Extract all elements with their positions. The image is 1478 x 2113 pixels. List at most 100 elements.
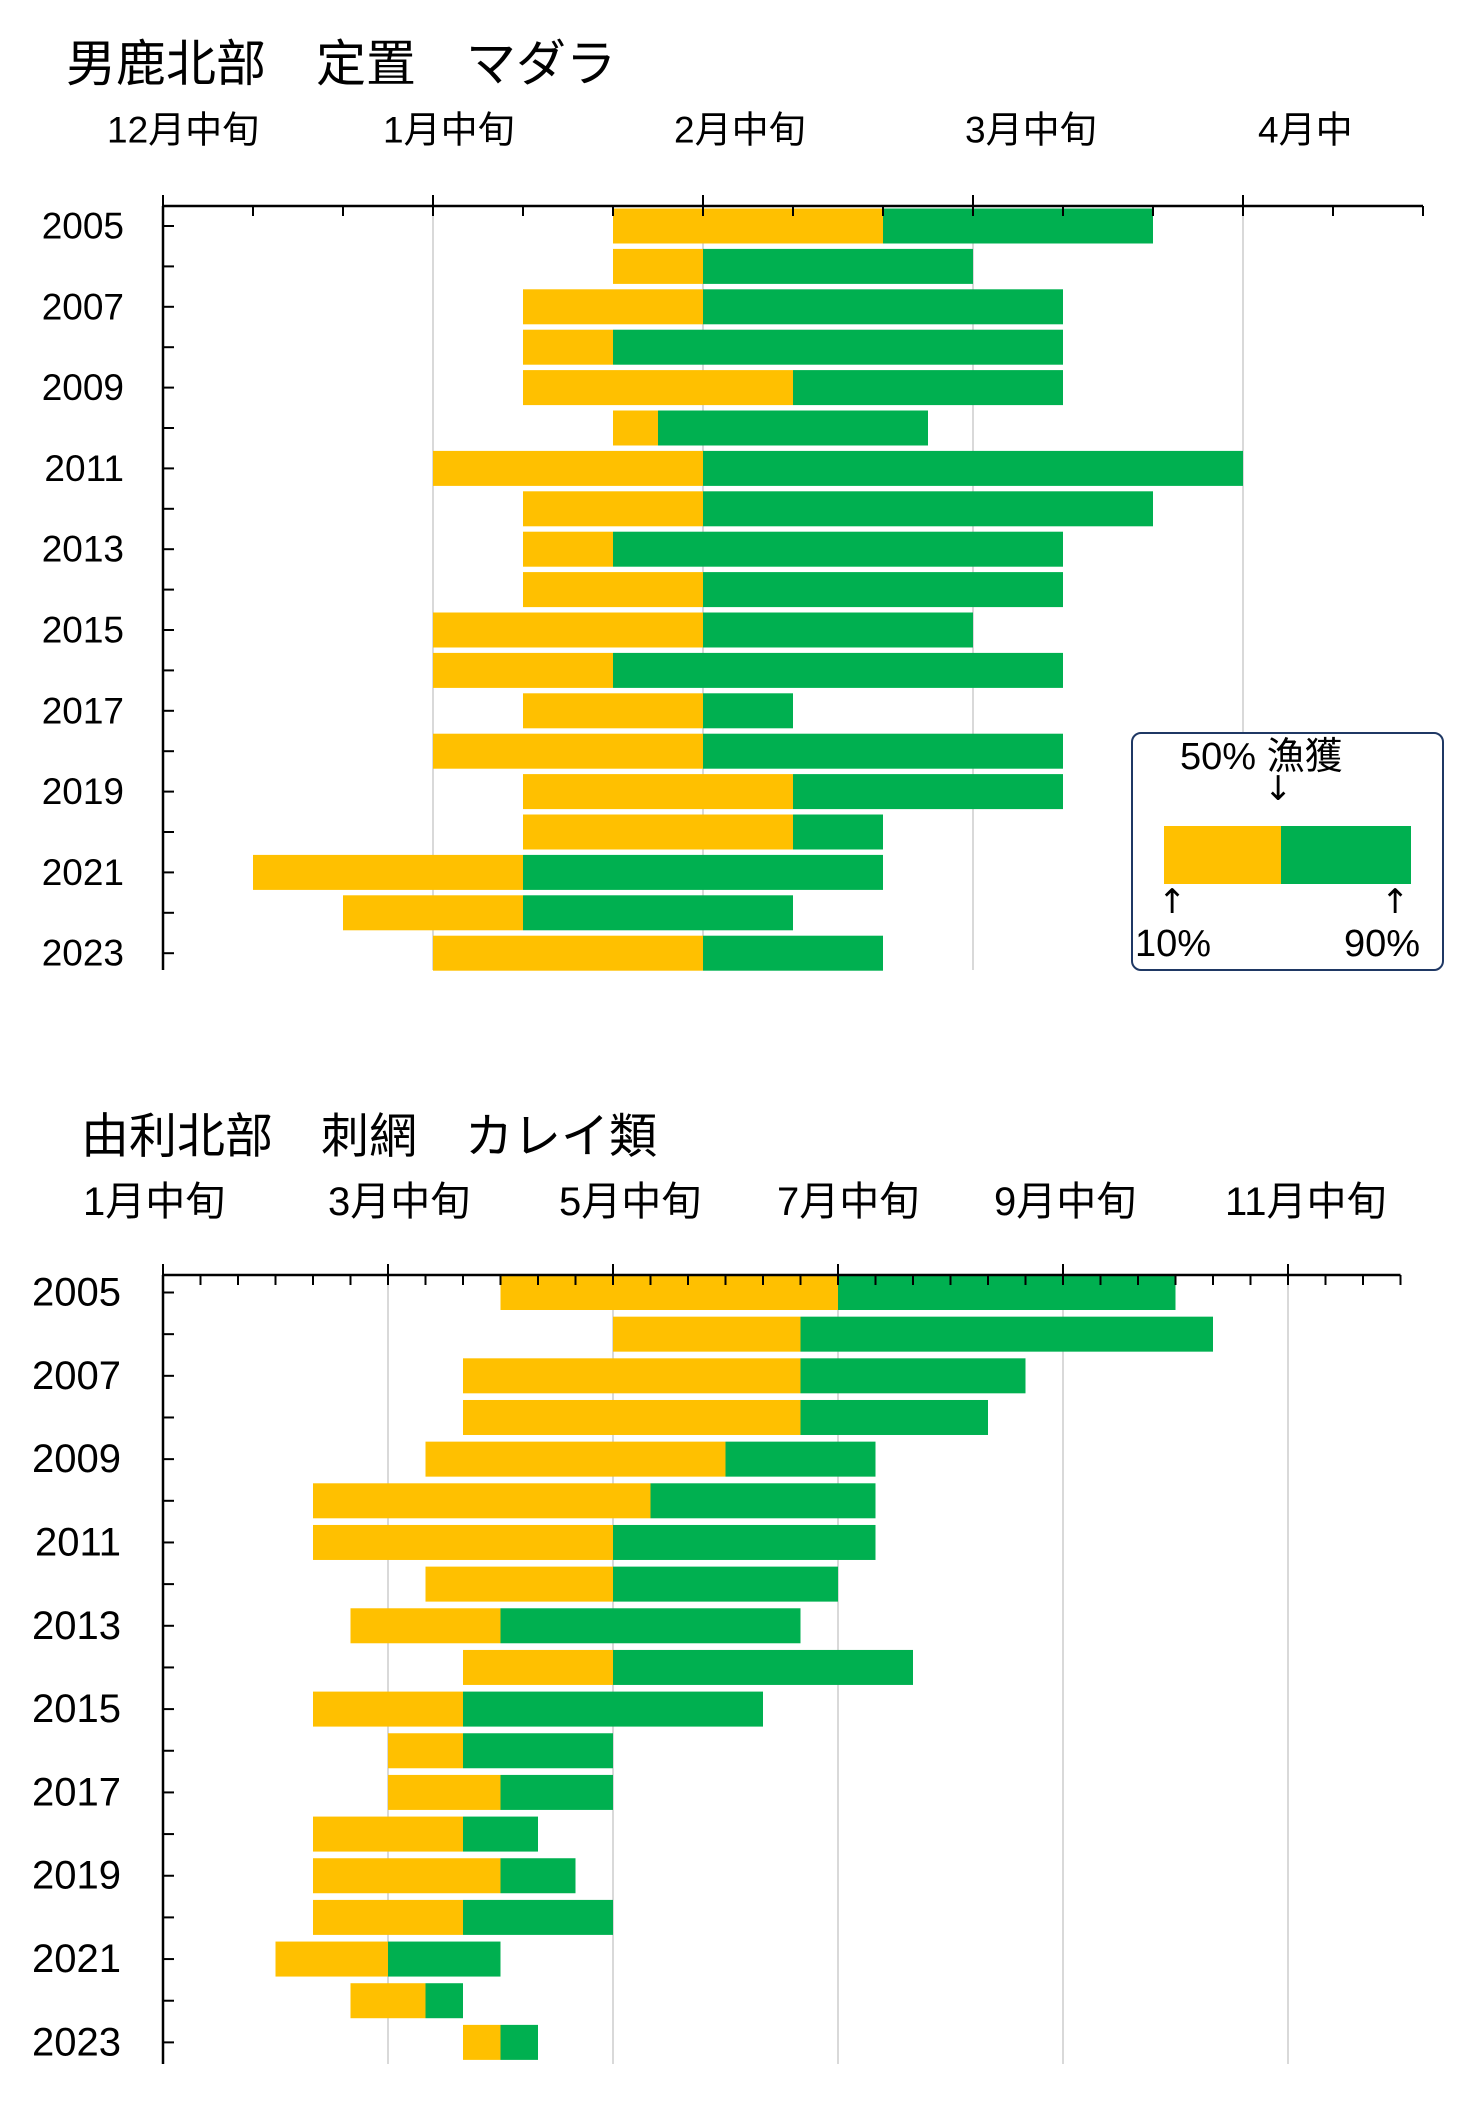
bar-10-to-50-percent	[613, 1316, 801, 1352]
year-label: 2007	[42, 286, 124, 327]
x-tick-label: 9月中旬	[994, 1180, 1136, 1224]
bar-50-to-90-percent	[613, 1649, 913, 1685]
legend-swatch-10-to-50	[1164, 826, 1281, 884]
x-tick-label: 2月中旬	[674, 110, 806, 151]
bar-50-to-90-percent	[800, 1358, 1026, 1394]
year-label: 2015	[42, 610, 124, 651]
bar-10-to-50-percent	[523, 531, 613, 567]
bar-50-to-90-percent	[463, 1899, 613, 1935]
bar-50-to-90-percent	[425, 1983, 463, 2019]
bar-10-to-50-percent	[313, 1691, 463, 1727]
bar-10-to-50-percent	[523, 491, 703, 527]
year-label: 2021	[32, 1937, 121, 1981]
bar-10-to-50-percent	[523, 693, 703, 729]
bar-10-to-50-percent	[313, 1524, 613, 1560]
bar-50-to-90-percent	[725, 1441, 876, 1477]
bar-10-to-50-percent	[275, 1941, 388, 1977]
year-label: 2013	[42, 529, 124, 570]
bar-50-to-90-percent	[500, 2024, 538, 2060]
bar-50-to-90-percent	[793, 370, 1063, 406]
bar-50-to-90-percent	[523, 854, 883, 890]
bar-10-to-50-percent	[313, 1483, 651, 1519]
year-label: 2019	[32, 1854, 121, 1898]
x-tick-label: 1月中旬	[83, 1180, 225, 1224]
year-label: 2011	[35, 1520, 121, 1564]
bar-50-to-90-percent	[650, 1483, 876, 1519]
bar-10-to-50-percent	[388, 1774, 501, 1810]
bar-50-to-90-percent	[703, 491, 1153, 527]
bar-50-to-90-percent	[703, 612, 973, 648]
upper-chart: 男鹿北部 定置 マダラ 12月中旬 1月中旬 2月中旬 3月中旬 4月中 2005 2007…	[42, 36, 1424, 974]
bar-10-to-50-percent	[523, 572, 703, 608]
bar-10-to-50-percent	[343, 895, 523, 931]
bar-10-to-50-percent	[613, 410, 658, 446]
year-label: 2023	[42, 933, 124, 974]
x-tick-label: 5月中旬	[559, 1180, 701, 1224]
arrow-up-icon: ↑	[1158, 882, 1187, 922]
bar-50-to-90-percent	[838, 1275, 1176, 1310]
year-label: 2009	[42, 367, 124, 408]
bar-10-to-50-percent	[425, 1566, 613, 1602]
bar-10-to-50-percent	[313, 1858, 501, 1894]
bar-10-to-50-percent	[613, 208, 883, 244]
bar-50-to-90-percent	[800, 1399, 988, 1435]
bar-10-to-50-percent	[523, 814, 793, 850]
bar-50-to-90-percent	[800, 1316, 1213, 1352]
bar-10-to-50-percent	[433, 733, 703, 769]
bar-10-to-50-percent	[463, 1649, 613, 1685]
x-tick-label: 3月中旬	[328, 1180, 470, 1224]
bar-50-to-90-percent	[613, 1524, 876, 1560]
bar-10-to-50-percent	[463, 1399, 801, 1435]
x-tick-label: 3月中旬	[965, 110, 1097, 151]
chart-title: 男鹿北部 定置 マダラ	[66, 36, 616, 92]
bar-50-to-90-percent	[613, 531, 1063, 567]
bar-10-to-50-percent	[433, 612, 703, 648]
bar-50-to-90-percent	[463, 1733, 613, 1769]
bar-50-to-90-percent	[658, 410, 928, 446]
legend-label-90-percent: 90%	[1344, 923, 1421, 965]
chart-title: 由利北部 刺網 カレイ類	[81, 1111, 657, 1164]
arrow-up-icon: ↑	[1381, 882, 1410, 922]
year-label: 2017	[32, 1770, 121, 1814]
legend-label-50-percent: 50% 漁獲	[1180, 736, 1343, 778]
bar-10-to-50-percent	[433, 450, 703, 486]
year-label: 2009	[32, 1437, 121, 1481]
bar-50-to-90-percent	[883, 208, 1153, 244]
bar-10-to-50-percent	[313, 1816, 463, 1852]
bar-50-to-90-percent	[703, 289, 1063, 325]
x-tick-label: 1月中旬	[383, 110, 515, 151]
bar-10-to-50-percent	[350, 1608, 501, 1644]
bar-50-to-90-percent	[703, 248, 973, 284]
x-tick-label: 7月中旬	[777, 1180, 919, 1224]
arrow-down-icon: ↓	[1264, 769, 1293, 809]
year-label: 2019	[42, 771, 124, 812]
year-label: 2011	[44, 448, 124, 489]
bar-10-to-50-percent	[523, 370, 793, 406]
bar-10-to-50-percent	[425, 1441, 726, 1477]
bar-50-to-90-percent	[500, 1608, 801, 1644]
bar-50-to-90-percent	[613, 652, 1063, 688]
bar-50-to-90-percent	[703, 733, 1063, 769]
bar-10-to-50-percent	[350, 1983, 426, 2019]
year-label: 2023	[32, 2020, 121, 2064]
legend-label-10-percent: 10%	[1135, 923, 1212, 965]
bar-50-to-90-percent	[500, 1858, 576, 1894]
bar-50-to-90-percent	[523, 895, 793, 931]
bar-50-to-90-percent	[703, 572, 1063, 608]
year-label: 2015	[32, 1687, 121, 1731]
bar-10-to-50-percent	[463, 1358, 801, 1394]
year-label: 2013	[32, 1604, 121, 1648]
bar-10-to-50-percent	[388, 1733, 463, 1769]
bar-50-to-90-percent	[793, 774, 1063, 810]
bar-50-to-90-percent	[703, 935, 883, 971]
chart-legend: 50% 漁獲 ↓ ↑ ↑ 10% 90%	[1131, 732, 1444, 971]
bar-10-to-50-percent	[433, 652, 613, 688]
lower-chart: 由利北部 刺網 カレイ類 1月中旬 3月中旬 5月中旬 7月中旬 9月中旬 11月中旬 20…	[32, 1111, 1402, 2064]
bar-50-to-90-percent	[703, 450, 1243, 486]
year-label: 2017	[42, 690, 124, 731]
x-tick-label: 4月中	[1258, 110, 1353, 151]
year-label: 2021	[42, 852, 124, 893]
bar-50-to-90-percent	[793, 814, 883, 850]
bar-10-to-50-percent	[463, 2024, 501, 2060]
